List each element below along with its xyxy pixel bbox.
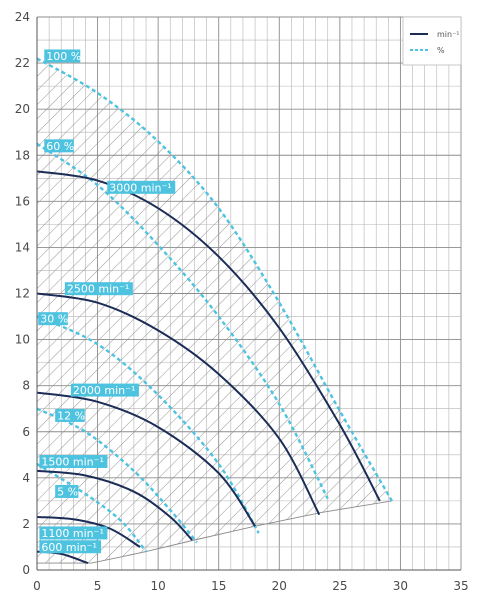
operating-area-lower-edge [37,500,392,564]
y-tick-label: 24 [15,10,30,24]
legend-label: % [437,46,445,55]
y-tick-label: 16 [15,194,30,208]
y-tick-label: 2 [22,517,30,531]
y-tick-label: 22 [15,56,30,70]
y-tick-label: 18 [15,148,30,162]
y-tick-label: 12 [15,287,30,301]
curve-label: 2000 min⁻¹ [73,384,135,397]
curve-label-background [44,139,74,153]
curve-label-background [39,540,102,554]
curve-label-background [55,484,79,498]
speed-curve [37,469,193,541]
curve-label-background [38,312,68,326]
legend-box [402,16,462,66]
curve-label-background [39,526,108,540]
x-tick-label: 30 [393,579,408,593]
y-tick-label: 0 [22,563,30,577]
x-tick-label: 0 [33,579,41,593]
curve-label: 600 min⁻¹ [41,541,96,554]
curve-label: 3000 min⁻¹ [109,181,171,194]
curve-label-background [107,180,176,194]
x-tick-label: 20 [272,579,287,593]
y-tick-label: 14 [15,240,30,254]
curve-label: 2500 min⁻¹ [67,283,129,296]
y-tick-label: 6 [22,425,30,439]
curve-label: 100 % [46,50,81,63]
curve-label-background [44,49,81,63]
x-tick-label: 10 [151,579,166,593]
x-tick-label: 35 [453,579,468,593]
curve-label-background [70,383,139,397]
speed-curve [37,292,321,516]
legend-label: min⁻¹ [437,30,460,39]
y-tick-label: 4 [22,471,30,485]
curves [37,57,393,565]
curve-label-background [55,408,85,422]
speed-curve [37,391,256,527]
y-tick-label: 8 [22,379,30,393]
y-tick-label: 20 [15,102,30,116]
percent-curve [37,142,329,500]
curve-label: 1500 min⁻¹ [41,456,103,469]
x-tick-label: 15 [211,579,226,593]
percent-curve [37,315,260,534]
legend: min⁻¹% [402,16,462,66]
curve-label-background [39,455,108,469]
percent-curve [37,407,198,544]
speed-curve [37,170,381,502]
curve-label: 1100 min⁻¹ [41,527,103,540]
percent-curve [37,57,393,502]
curve-labels: 100 % 60 % 3000 min⁻¹ 2500 min⁻¹ 30 % 2000 mi… [38,49,176,554]
x-tick-label: 25 [332,579,347,593]
curve-label: 30 % [40,313,68,326]
curve-label: 60 % [46,140,74,153]
x-tick-label: 5 [94,579,102,593]
curve-label: 5 % [57,485,78,498]
y-tick-label: 10 [15,333,30,347]
curve-label: 12 % [57,409,85,422]
speed-curve [37,516,141,548]
curve-label-background [64,282,133,296]
